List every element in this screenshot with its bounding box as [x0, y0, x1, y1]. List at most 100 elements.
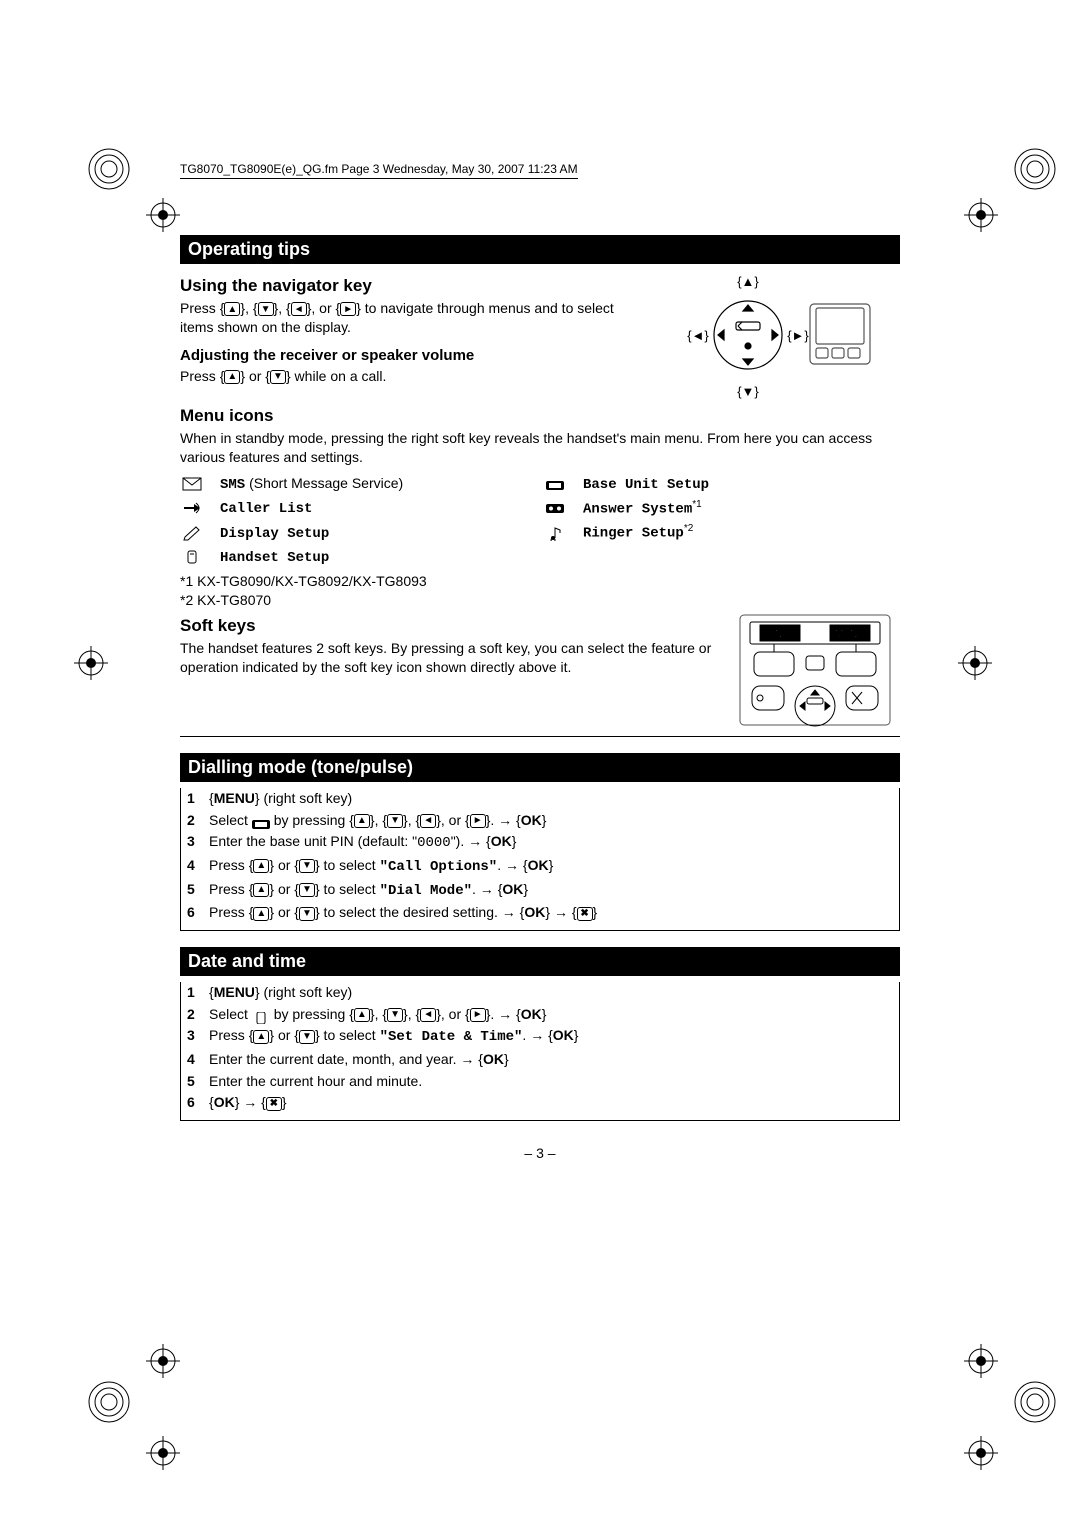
date-s4: Enter the current date, month, and year. — [209, 1051, 460, 1067]
crop-cross-6 — [964, 1344, 998, 1378]
ringer-label: Ringer Setup — [583, 526, 684, 542]
date-s1b: (right soft key) — [260, 984, 353, 1000]
date-step-3: Press ▲ or ▼ to select "Set Date & Time"… — [187, 1025, 893, 1049]
subhead-navigator: Using the navigator key — [180, 276, 622, 296]
crop-cross-2 — [964, 198, 998, 232]
arrow-1: → — [498, 812, 512, 828]
arrow-9: → — [460, 1051, 474, 1067]
menu-base: Base Unit Setup — [583, 475, 900, 493]
ok-4: OK — [498, 879, 528, 901]
arrow-5: → — [502, 904, 516, 920]
softkeys-text: The handset features 2 soft keys. By pre… — [180, 639, 712, 677]
dial-s3b: "). — [451, 833, 468, 849]
adjust-volume-text: Press ▲ or ▼ while on a call. — [180, 367, 622, 386]
arrow-4: → — [480, 881, 494, 897]
menu-icons-grid: SMS (Short Message Service) Base Unit Se… — [180, 475, 900, 566]
pencil-icon — [180, 524, 204, 542]
handset-label: Handset Setup — [220, 550, 329, 566]
key-down-5: ▼ — [294, 879, 319, 901]
arrow-8: → — [530, 1027, 544, 1043]
call-options: "Call Options" — [380, 859, 498, 875]
navigator-diagram: {▲} {▼} {◄} {►} — [640, 270, 900, 400]
sms-label: SMS — [220, 477, 245, 493]
key-down-3: ▼ — [382, 810, 407, 832]
key-right-3: ► — [465, 810, 490, 832]
dial-s4a: Press — [209, 857, 249, 873]
hangup-key: ✖ — [572, 902, 597, 924]
handset-icon-inline — [252, 1009, 270, 1021]
dial-s3a: Enter the base unit PIN (default: " — [209, 833, 417, 849]
key-right-7: ► — [465, 1004, 490, 1026]
base-icon-inline — [252, 815, 270, 827]
section-operating-tips: Operating tips — [180, 235, 900, 264]
softkeys-diagram: INT MENU — [730, 610, 900, 730]
dial-step-2: Select by pressing ▲, ▼, ◄, or ►. → OK — [187, 810, 893, 832]
date-step-6: OK → ✖ — [187, 1092, 893, 1114]
page-content: TG8070_TG8090E(e)_QG.fm Page 3 Wednesday… — [180, 160, 900, 1161]
answer-label: Answer System — [583, 501, 692, 517]
date-step-2: Select by pressing ▲, ▼, ◄, or ►. → OK — [187, 1004, 893, 1026]
ringer-sup: *2 — [684, 523, 693, 534]
section-dialling: Dialling mode (tone/pulse) — [180, 753, 900, 782]
footnote-2: *2 KX-TG8070 — [180, 591, 900, 610]
ok-1: OK — [516, 810, 546, 832]
arrow-2: → — [468, 833, 482, 849]
dial-s5b: to select — [320, 881, 380, 897]
nav-text-a: Press — [180, 300, 220, 316]
dial-step-5: Press ▲ or ▼ to select "Dial Mode". → OK — [187, 879, 893, 903]
ok-8: OK — [478, 1049, 508, 1071]
dial-s4b: to select — [320, 857, 380, 873]
menu-key: MENU — [209, 788, 260, 810]
envelope-icon — [180, 475, 204, 493]
dial-s5a: Press — [209, 881, 249, 897]
subhead-adjust-volume: Adjusting the receiver or speaker volume — [180, 347, 622, 364]
ok-7: OK — [548, 1025, 578, 1047]
dial-step-3: Enter the base unit PIN (default: "0000"… — [187, 831, 893, 855]
key-up-4: ▲ — [249, 855, 274, 877]
page-number: – 3 – — [180, 1145, 900, 1161]
crop-cross-1 — [146, 198, 180, 232]
menu-ringer: Ringer Setup*2 — [583, 523, 900, 542]
hangup-key-2: ✖ — [261, 1092, 286, 1114]
key-left-3: ◄ — [416, 810, 441, 832]
adj-a: Press — [180, 368, 220, 384]
date-step-5: Enter the current hour and minute. — [187, 1071, 893, 1093]
arrow-6: → — [554, 904, 568, 920]
menu-answer: Answer System*1 — [583, 499, 900, 518]
key-up: ▲ — [220, 299, 245, 318]
crop-ring-tr — [1014, 148, 1056, 195]
base-icon — [543, 475, 567, 493]
date-s3b: to select — [320, 1027, 380, 1043]
crop-cross-4 — [958, 646, 992, 680]
svg-text:INT: INT — [772, 629, 788, 640]
dial-step-1: MENU (right soft key) — [187, 788, 893, 810]
subhead-softkeys: Soft keys — [180, 616, 712, 636]
key-up-3: ▲ — [349, 810, 374, 832]
dial-mode: "Dial Mode" — [380, 883, 472, 899]
date-step-1: MENU (right soft key) — [187, 982, 893, 1004]
key-down-6: ▼ — [294, 902, 319, 924]
key-down-2: ▼ — [265, 367, 290, 386]
date-s5: Enter the current hour and minute. — [209, 1073, 422, 1089]
menu-key-2: MENU — [209, 982, 260, 1004]
date-s2b: by pressing — [270, 1006, 349, 1022]
key-up-7: ▲ — [349, 1004, 374, 1026]
crop-cross-7 — [146, 1436, 180, 1470]
nav-text: Press ▲, ▼, ◄, or ► to navigate through … — [180, 299, 622, 337]
key-left: ◄ — [286, 299, 311, 318]
menu-handset: Handset Setup — [220, 548, 537, 566]
key-down-4: ▼ — [294, 855, 319, 877]
key-up-5: ▲ — [249, 879, 274, 901]
ok-9: OK — [209, 1092, 239, 1114]
crop-ring-tl — [88, 148, 130, 195]
ok-5: OK — [520, 902, 550, 924]
adj-b: while on a call. — [291, 368, 387, 384]
handset-icon — [180, 548, 204, 566]
pin: 0000 — [417, 835, 451, 851]
crop-cross-8 — [964, 1436, 998, 1470]
dialling-steps: MENU (right soft key) Select by pressing… — [187, 788, 893, 924]
running-header: TG8070_TG8090E(e)_QG.fm Page 3 Wednesday… — [180, 162, 578, 179]
svg-text:{▲}: {▲} — [737, 274, 759, 289]
menu-caller: Caller List — [220, 499, 537, 517]
key-right: ► — [336, 299, 361, 318]
